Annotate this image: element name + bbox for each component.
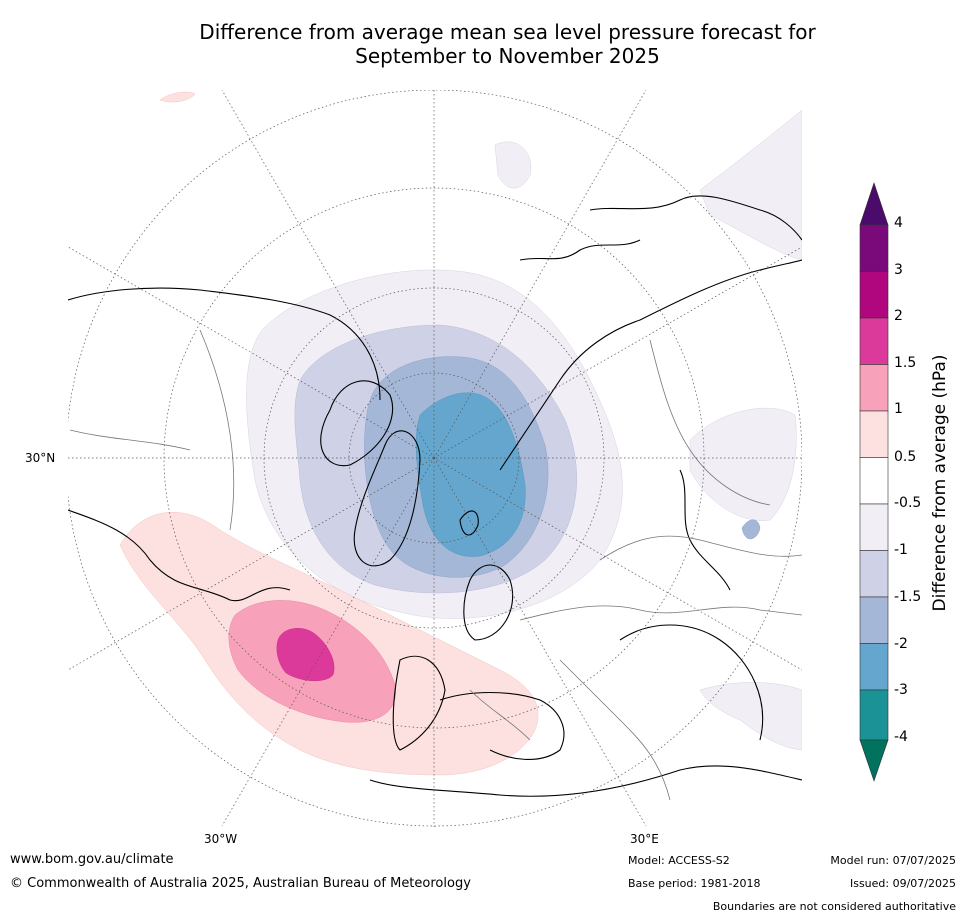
website-link[interactable]: www.bom.gov.au/climate <box>10 852 174 867</box>
anomaly-region-strong-low <box>415 392 526 557</box>
anomaly-region-weak-low <box>699 682 802 751</box>
colorbar-tick-label: -3 <box>894 682 908 698</box>
graticule <box>68 90 802 827</box>
colorbar-tick-label: -2 <box>894 636 908 652</box>
anomaly-region-weak-high <box>159 91 196 103</box>
colorbar-swatch <box>859 410 889 458</box>
colorbar-under-arrow <box>859 739 889 782</box>
title-line-2: September to November 2025 <box>355 44 660 68</box>
anomaly-region-weak-low <box>689 407 797 521</box>
model-run-text: Model run: 07/07/2025 <box>830 854 956 867</box>
colorbar-swatch <box>859 317 889 365</box>
base-period-text: Base period: 1981-2018 <box>628 877 761 890</box>
colorbar-tick-label: -0.5 <box>894 495 922 511</box>
colorbar-swatch <box>859 457 889 505</box>
colorbar-tick-label: 1.5 <box>894 355 917 371</box>
colorbar-tick-label: -1 <box>894 542 908 558</box>
copyright-text: © Commonwealth of Australia 2025, Austra… <box>10 876 471 891</box>
model-text: Model: ACCESS-S2 <box>628 854 730 867</box>
map-title: Difference from average mean sea level p… <box>0 20 965 68</box>
map-panel <box>68 90 802 827</box>
colorbar-swatch <box>859 364 889 412</box>
colorbar-tick-label: 0.5 <box>894 449 917 465</box>
colorbar-tick-label: 1 <box>894 401 903 417</box>
colorbar-tick-label: -1.5 <box>894 589 922 605</box>
longitude-label: 30°E <box>630 832 659 846</box>
colorbar-tick-label: 2 <box>894 308 903 324</box>
title-line-1: Difference from average mean sea level p… <box>199 20 816 44</box>
colorbar-swatch <box>859 643 889 691</box>
colorbar-tick-label: -4 <box>894 729 908 745</box>
colorbar-over-arrow <box>859 182 889 226</box>
coastlines <box>68 195 802 797</box>
anomaly-region-weak-low <box>699 109 802 261</box>
latitude-label: 30°N <box>25 451 56 465</box>
colorbar-swatch <box>859 271 889 319</box>
anomaly-region-weak-low <box>494 141 532 189</box>
colorbar-swatch <box>859 224 889 272</box>
colorbar-tick-label: 4 <box>894 215 903 231</box>
colorbar-title: Difference from average (hPa) <box>930 354 950 612</box>
colorbar-swatch <box>859 550 889 598</box>
colorbar-tick-label: 3 <box>894 262 903 278</box>
colorbar-swatch <box>859 596 889 644</box>
longitude-label: 30°W <box>204 832 238 846</box>
colorbar-swatch <box>859 689 889 741</box>
disclaimer-text: Boundaries are not considered authoritat… <box>712 900 956 913</box>
country-borders <box>69 329 802 801</box>
anomaly-region-strong-high <box>276 628 335 681</box>
anomaly-region-spot <box>741 519 761 540</box>
colorbar <box>859 182 889 782</box>
issued-text: Issued: 09/07/2025 <box>849 877 956 890</box>
colorbar-swatch <box>859 503 889 551</box>
